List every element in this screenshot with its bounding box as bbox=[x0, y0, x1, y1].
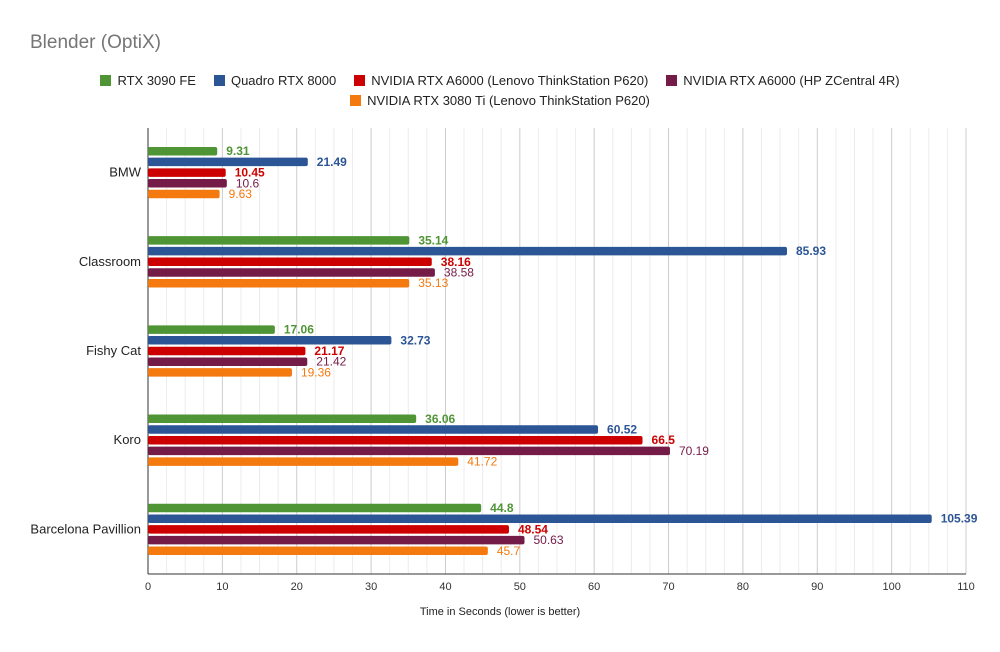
legend-label: Quadro RTX 8000 bbox=[230, 72, 337, 88]
legend-label: NVIDIA RTX 3080 Ti (Lenovo ThinkStation … bbox=[367, 92, 650, 108]
bar bbox=[148, 346, 306, 356]
legend-row-1: RTX 3090 FE Quadro RTX 8000 NVIDIA RTX A… bbox=[0, 70, 1000, 90]
x-tick-label: 70 bbox=[662, 581, 674, 593]
category-label: Barcelona Pavillion bbox=[30, 521, 141, 536]
legend-item[interactable]: NVIDIA RTX A6000 (Lenovo ThinkStation P6… bbox=[354, 73, 648, 88]
legend-row-2: NVIDIA RTX 3080 Ti (Lenovo ThinkStation … bbox=[0, 90, 1000, 110]
legend-swatch bbox=[354, 74, 366, 86]
data-label: 105.39 bbox=[941, 512, 978, 526]
bar bbox=[148, 278, 410, 288]
data-label: 9.31 bbox=[226, 144, 250, 158]
data-label: 21.42 bbox=[316, 355, 346, 369]
data-label: 66.5 bbox=[652, 433, 676, 447]
x-tick-label: 110 bbox=[957, 581, 975, 593]
category-label: Fishy Cat bbox=[86, 343, 141, 358]
legend-swatch bbox=[213, 74, 225, 86]
legend-item[interactable]: RTX 3090 FE bbox=[100, 73, 196, 88]
bar bbox=[148, 425, 599, 434]
bar bbox=[148, 268, 435, 277]
data-label: 35.14 bbox=[418, 233, 448, 247]
bar bbox=[148, 446, 670, 456]
bar bbox=[148, 257, 432, 267]
data-label: 10.45 bbox=[235, 166, 265, 180]
data-label: 48.54 bbox=[518, 522, 548, 536]
bar bbox=[148, 514, 932, 523]
legend-item[interactable]: Quadro RTX 8000 bbox=[213, 72, 337, 88]
bar bbox=[148, 435, 643, 445]
data-label: 19.36 bbox=[301, 365, 331, 379]
data-label: 41.72 bbox=[467, 455, 497, 469]
bar bbox=[148, 146, 218, 156]
legend-swatch bbox=[100, 74, 112, 86]
data-label: 9.63 bbox=[229, 187, 253, 201]
category-label: Classroom bbox=[79, 254, 141, 269]
data-label: 38.58 bbox=[444, 266, 474, 280]
data-label: 60.52 bbox=[607, 423, 637, 437]
data-label: 70.19 bbox=[679, 444, 709, 458]
x-tick-label: 0 bbox=[145, 581, 151, 593]
legend-swatch bbox=[350, 94, 362, 106]
data-label: 17.06 bbox=[284, 323, 314, 337]
x-tick-label: 80 bbox=[737, 581, 749, 593]
data-label: 21.17 bbox=[314, 344, 344, 358]
bar bbox=[148, 503, 482, 513]
bar bbox=[148, 546, 488, 556]
x-axis-label: Time in Seconds (lower is better) bbox=[419, 606, 581, 618]
x-tick-label: 50 bbox=[514, 581, 526, 593]
bar bbox=[148, 357, 308, 366]
bar bbox=[148, 336, 392, 345]
bar bbox=[148, 189, 220, 199]
bar bbox=[148, 236, 410, 245]
data-label: 85.93 bbox=[796, 244, 826, 258]
bar bbox=[148, 535, 525, 545]
x-tick-label: 40 bbox=[439, 581, 451, 593]
bar bbox=[148, 368, 292, 377]
x-tick-label: 10 bbox=[216, 581, 228, 593]
data-label: 50.63 bbox=[534, 533, 564, 547]
data-label: 32.73 bbox=[400, 333, 430, 347]
legend-item[interactable]: NVIDIA RTX A6000 (HP ZCentral 4R) bbox=[666, 72, 900, 88]
bar bbox=[148, 157, 308, 167]
legend-label: RTX 3090 FE bbox=[117, 72, 196, 88]
data-label: 44.8 bbox=[490, 501, 514, 515]
chart-title: Blender (OptiX) bbox=[30, 32, 161, 53]
legend-label: NVIDIA RTX A6000 (HP ZCentral 4R) bbox=[683, 72, 900, 88]
legend-item[interactable]: NVIDIA RTX 3080 Ti (Lenovo ThinkStation … bbox=[350, 93, 650, 108]
x-tick-label: 60 bbox=[588, 581, 600, 593]
legend-swatch bbox=[666, 74, 678, 86]
data-label: 35.13 bbox=[418, 276, 448, 290]
x-tick-label: 20 bbox=[291, 581, 303, 593]
bar bbox=[148, 168, 226, 177]
bar bbox=[148, 457, 459, 466]
x-tick-label: 100 bbox=[882, 581, 900, 593]
bar bbox=[148, 179, 227, 188]
data-label: 38.16 bbox=[441, 255, 471, 269]
legend: RTX 3090 FE Quadro RTX 8000 NVIDIA RTX A… bbox=[0, 70, 1000, 110]
data-label: 45.7 bbox=[497, 544, 521, 558]
legend-label: NVIDIA RTX A6000 (Lenovo ThinkStation P6… bbox=[371, 72, 649, 88]
data-label: 10.6 bbox=[236, 176, 260, 190]
bar bbox=[148, 525, 509, 534]
bar bbox=[148, 414, 417, 424]
data-label: 21.49 bbox=[317, 155, 347, 169]
bar bbox=[148, 246, 788, 256]
category-label: Koro bbox=[114, 432, 141, 447]
category-label: BMW bbox=[109, 165, 142, 180]
x-tick-label: 30 bbox=[365, 581, 377, 593]
bar bbox=[148, 325, 275, 334]
data-label: 36.06 bbox=[425, 412, 455, 426]
x-tick-label: 90 bbox=[811, 581, 823, 593]
